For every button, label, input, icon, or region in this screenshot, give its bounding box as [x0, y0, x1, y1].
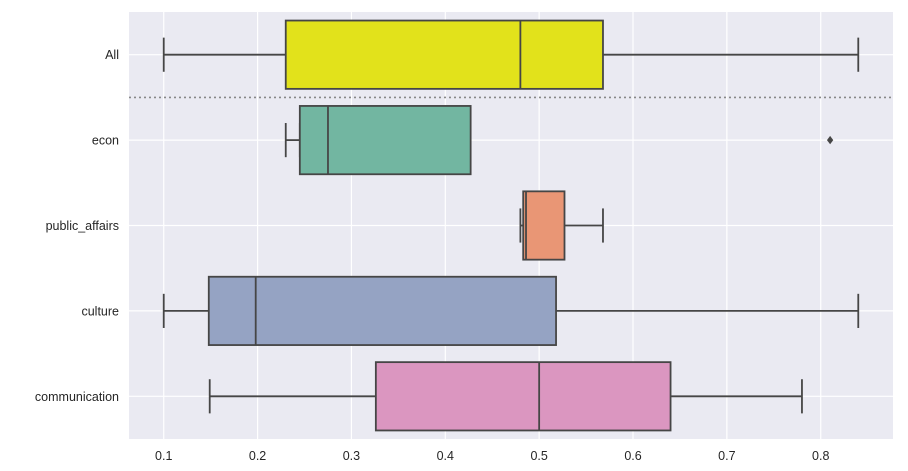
x-tick-label: 0.3 — [343, 449, 360, 463]
box-public-affairs — [519, 190, 604, 261]
x-tick-label: 0.5 — [530, 449, 547, 463]
box-iqr — [374, 361, 672, 432]
box-culture — [162, 275, 860, 346]
x-tick-label: 0.6 — [624, 449, 641, 463]
box-communication — [208, 361, 803, 432]
x-tick-label: 0.7 — [718, 449, 735, 463]
y-tick-label: communication — [35, 390, 119, 404]
y-tick-label: culture — [81, 304, 119, 318]
box-econ — [284, 105, 834, 176]
boxes — [162, 19, 860, 432]
box-iqr — [522, 190, 566, 261]
y-tick-label: All — [105, 48, 119, 62]
outlier-point — [826, 135, 834, 145]
x-tick-label: 0.2 — [249, 449, 266, 463]
x-tick-label: 0.1 — [155, 449, 172, 463]
x-tick-label: 0.8 — [812, 449, 829, 463]
y-tick-label: public_affairs — [46, 219, 119, 233]
box-All — [162, 19, 860, 90]
box-iqr — [298, 105, 472, 176]
box-iqr — [284, 19, 604, 90]
y-tick-label: econ — [92, 134, 119, 148]
x-tick-label: 0.4 — [437, 449, 454, 463]
box-iqr — [207, 275, 557, 346]
tick-labels: 0.1 0.2 0.3 0.4 0.5 0.6 0.7 0.8 All econ public_af… — [35, 48, 830, 463]
